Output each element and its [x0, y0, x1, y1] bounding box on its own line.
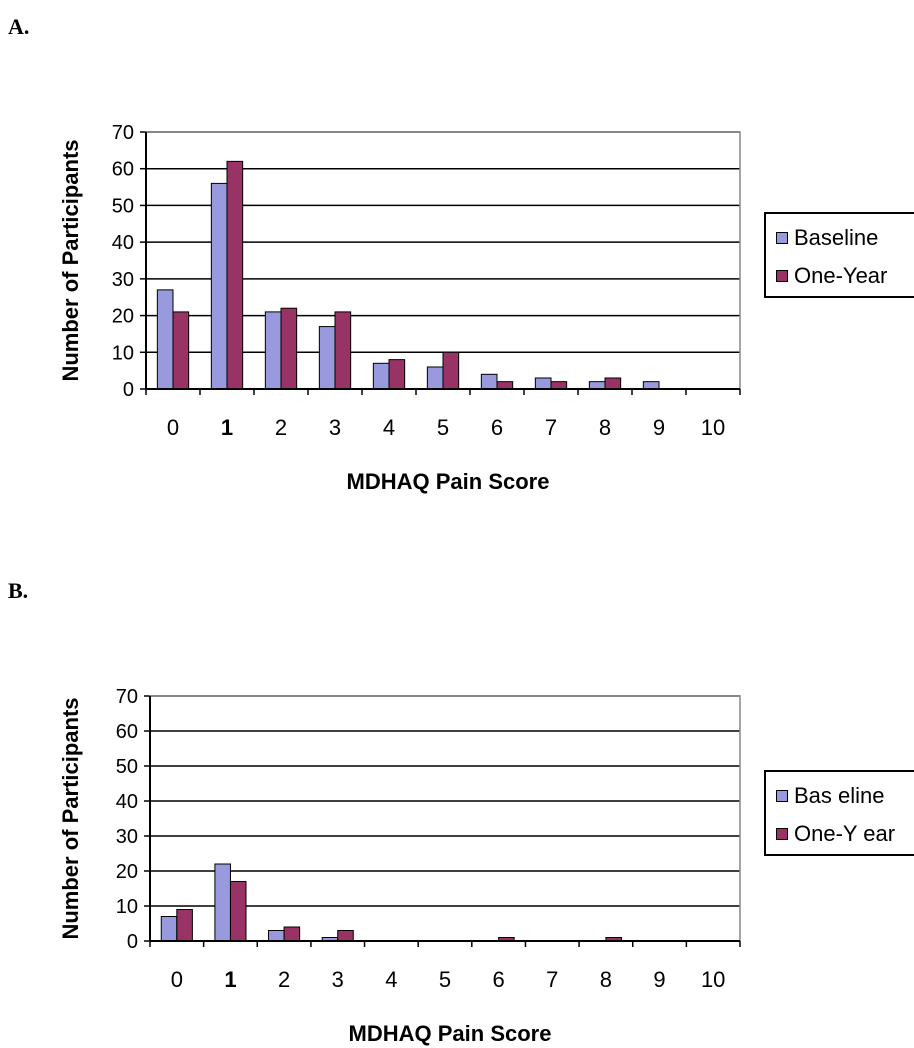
chart-a-x-tick-label: 7	[545, 415, 557, 440]
legend-b: Bas eline One-Y ear	[764, 770, 914, 856]
chart-a-x-tick-label: 5	[437, 415, 449, 440]
chart-a-x-tick-label: 9	[653, 415, 665, 440]
chart-b-bar-one-year	[176, 909, 193, 942]
legend-b-baseline: Bas eline	[776, 783, 885, 808]
chart-b-y-tick-label: 30	[116, 826, 138, 848]
legend-a-one-year-label: One-Year	[794, 263, 888, 288]
legend-b-one-year-swatch	[776, 828, 788, 840]
chart-b-x-tick-label: 8	[600, 967, 612, 992]
chart-a-y-tick-label: 0	[123, 379, 134, 401]
chart-b-x-tick-label: 10	[701, 967, 725, 992]
chart-b-y-tick-label: 60	[116, 721, 138, 743]
chart-b-x-axis-label: MDHAQ Pain Score	[349, 1021, 552, 1046]
chart-a-x-axis-label: MDHAQ Pain Score	[347, 469, 550, 494]
chart-a-x-tick-label: 10	[701, 415, 725, 440]
legend-b-one-year-label: One-Y ear	[794, 821, 896, 846]
chart-a-y-tick-label: 40	[112, 232, 134, 254]
chart-b-bar-one-year	[337, 930, 354, 942]
chart-a-x-tick-label: 0	[167, 415, 179, 440]
chart-b-y-tick-label: 40	[116, 791, 138, 813]
legend-a-baseline-swatch	[776, 232, 788, 244]
chart-a-x-tick-label: 3	[329, 415, 341, 440]
legend-b-one-year: One-Y ear	[776, 821, 896, 846]
chart-b-bar-baseline	[160, 916, 178, 942]
chart-a-x-tick-label: 2	[275, 415, 287, 440]
chart-b-y-tick-label: 70	[116, 686, 138, 708]
chart-b-y-tick-label: 20	[116, 861, 138, 883]
chart-a-y-tick-label: 30	[112, 269, 134, 291]
chart-b-x-tick-label: 1	[224, 967, 236, 992]
chart-a-x-tick-label: 8	[599, 415, 611, 440]
panel-a-label: A.	[8, 14, 30, 39]
chart-a-y-tick-label: 10	[112, 342, 134, 364]
chart-b-y-tick-label: 10	[116, 896, 138, 918]
chart-a-x-tick-label: 4	[383, 415, 395, 440]
legend-a-baseline: Baseline	[776, 225, 879, 250]
panel-b-label: B.	[8, 578, 29, 603]
chart-a: 0 10 20 30 40 50 60 70 0 1 2 3 4 5 6 7 8 9 10 MDHAQ Pain Sc…	[58, 122, 741, 494]
legend-b-baseline-label: Bas eline	[794, 783, 885, 808]
chart-a-y-tick-label: 70	[112, 122, 134, 144]
chart-b-x-tick-label: 9	[653, 967, 665, 992]
legend-b-baseline-swatch	[776, 790, 788, 802]
chart-a-y-tick-label: 50	[112, 195, 134, 217]
chart-b-x-tick-label: 7	[546, 967, 558, 992]
legend-a-baseline-label: Baseline	[794, 225, 879, 250]
chart-a-y-axis-label: Number of Participants	[58, 139, 83, 381]
chart-b-bar-baseline	[214, 863, 231, 942]
chart-b: 0 10 20 30 40 50 60 70 0 1 2 3 4 5 6 7 8 9 10 MDHAQ Pain Sc…	[58, 686, 741, 1046]
chart-b-x-tick-label: 0	[171, 967, 183, 992]
chart-b-bar-one-year	[283, 926, 301, 942]
legend-a-one-year-swatch	[776, 270, 788, 282]
chart-b-x-tick-label: 2	[278, 967, 290, 992]
chart-b-y-axis-label: Number of Participants	[58, 697, 83, 939]
chart-a-x-tick-label: 6	[491, 415, 503, 440]
chart-b-x-tick-label: 6	[493, 967, 505, 992]
chart-a-y-tick-label: 60	[112, 159, 134, 181]
chart-b-x-tick-label: 3	[332, 967, 344, 992]
chart-b-bar-baseline	[268, 930, 285, 942]
chart-a-x-tick-label: 1	[221, 415, 233, 440]
legend-a-one-year: One-Year	[776, 263, 888, 288]
chart-b-y-tick-label: 0	[127, 931, 138, 953]
chart-a-y-tick-label: 20	[112, 306, 134, 328]
chart-b-x-tick-label: 5	[439, 967, 451, 992]
chart-b-bar-one-year	[229, 881, 247, 942]
chart-b-x-tick-label: 4	[385, 967, 397, 992]
chart-b-y-tick-label: 50	[116, 756, 138, 778]
legend-a: Baseline One-Year	[764, 212, 914, 298]
